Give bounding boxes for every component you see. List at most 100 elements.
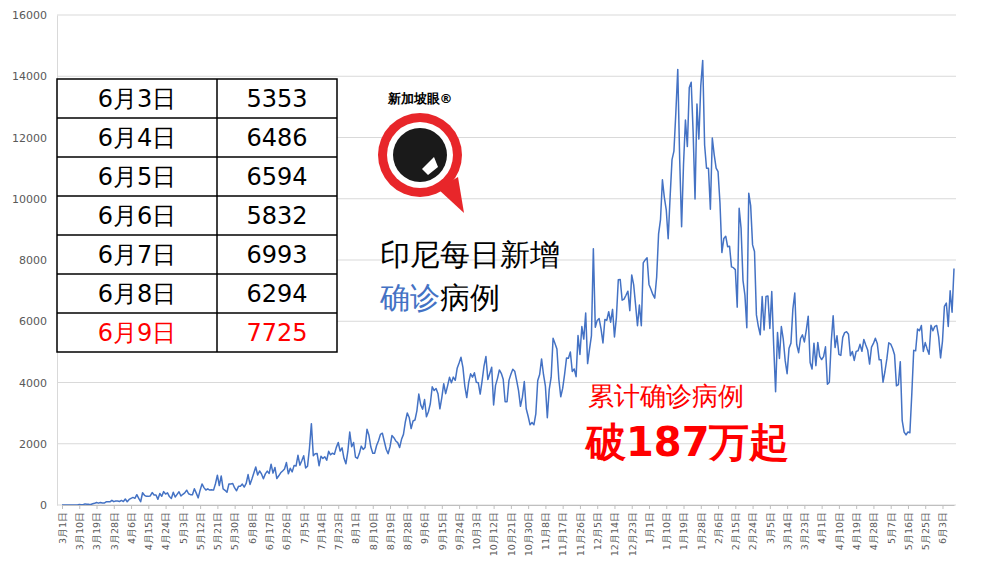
x-tick-label: 4月10日 [834, 512, 845, 550]
table-value: 6486 [246, 124, 307, 152]
x-tick: 7月14日 [316, 505, 327, 550]
x-tick: 5月25日 [920, 505, 931, 550]
x-tick-mark [338, 505, 339, 509]
table-value: 6993 [246, 241, 307, 269]
x-tick-mark [407, 505, 408, 509]
x-tick-label: 9月15日 [437, 512, 448, 550]
x-tick-label: 4月15日 [143, 512, 154, 550]
x-tick-mark [166, 505, 167, 509]
logo: 新加坡眼® [378, 91, 464, 213]
x-tick-mark [925, 505, 926, 509]
x-tick-label: 4月24日 [160, 512, 171, 550]
x-tick: 1月19日 [678, 505, 689, 550]
x-tick-label: 10月21日 [506, 512, 517, 556]
x-tick-label: 12月23日 [627, 512, 638, 556]
x-tick-mark [373, 505, 374, 509]
x-tick-label: 7月14日 [316, 512, 327, 550]
x-tick-label: 1月1日 [644, 512, 655, 544]
x-tick: 10月3日 [471, 505, 482, 550]
x-tick-mark [304, 505, 305, 509]
x-tick-mark [252, 505, 253, 509]
x-tick: 1月28日 [696, 505, 707, 550]
x-tick: 3月28日 [109, 505, 120, 550]
x-tick: 10月30日 [523, 505, 534, 556]
x-tick: 10月12日 [488, 505, 499, 556]
x-tick-mark [908, 505, 909, 509]
x-tick-label: 10月30日 [523, 512, 534, 556]
x-tick: 3月23日 [799, 505, 810, 550]
x-tick-mark [390, 505, 391, 509]
x-tick-mark [114, 505, 115, 509]
x-tick: 5月21日 [212, 505, 223, 550]
x-tick-mark [649, 505, 650, 509]
x-tick: 4月28日 [868, 505, 879, 550]
table-value: 6294 [246, 280, 307, 308]
x-tick: 3月14日 [782, 505, 793, 550]
x-tick: 3月10日 [74, 505, 85, 550]
x-tick: 2月6日 [713, 505, 724, 544]
x-tick-label: 6月3日 [937, 512, 948, 544]
x-tick: 7月23日 [333, 505, 344, 550]
x-tick: 12月23日 [627, 505, 638, 556]
y-tick: 14000 [12, 70, 57, 83]
x-axis: 3月1日3月10日3月19日3月28日4月6日4月15日4月24日5月3日5月1… [57, 505, 955, 556]
table-date: 6月3日 [98, 85, 177, 113]
table-divider [57, 312, 337, 314]
x-tick-label: 2月6日 [713, 512, 724, 544]
title-segment: 印尼每日新增 [380, 237, 560, 272]
x-tick: 5月3日 [178, 505, 189, 544]
x-tick: 1月1日 [644, 505, 655, 544]
x-tick-mark [148, 505, 149, 509]
x-tick-mark [563, 505, 564, 509]
x-tick-mark [200, 505, 201, 509]
x-tick-mark [804, 505, 805, 509]
x-tick: 11月17日 [557, 505, 568, 556]
x-tick-mark [476, 505, 477, 509]
x-tick-mark [442, 505, 443, 509]
x-tick-label: 6月26日 [281, 512, 292, 550]
x-tick-mark [735, 505, 736, 509]
table-date: 6月5日 [98, 163, 177, 191]
y-tick: 4000 [19, 377, 57, 390]
x-tick-mark [701, 505, 702, 509]
x-tick-label: 5月12日 [195, 512, 206, 550]
x-tick-label: 9月6日 [419, 512, 430, 544]
x-tick-label: 12月5日 [592, 512, 603, 550]
y-tick: 0 [40, 499, 57, 512]
x-tick-mark [528, 505, 529, 509]
x-tick-label: 4月19日 [851, 512, 862, 550]
logo-inner [387, 122, 453, 188]
table-date: 6月8日 [98, 280, 177, 308]
x-tick-mark [614, 505, 615, 509]
x-tick: 6月17日 [264, 505, 275, 550]
x-tick: 8月1日 [350, 505, 361, 544]
x-tick-mark [942, 505, 943, 509]
x-tick: 5月7日 [886, 505, 897, 544]
logo-highlight [422, 157, 438, 175]
table-date: 6月9日 [98, 319, 177, 347]
x-tick-label: 3月14日 [782, 512, 793, 550]
x-tick: 12月14日 [609, 505, 620, 556]
table-frame [57, 79, 337, 352]
logo-text: 新加坡眼® [387, 91, 453, 106]
x-tick-mark [355, 505, 356, 509]
table-date: 6月7日 [98, 241, 177, 269]
chart-canvas: 02000400060008000100001200014000160003月1… [0, 0, 987, 586]
x-tick: 9月24日 [454, 505, 465, 550]
title-segment: 确诊 [379, 280, 440, 315]
x-tick-mark [511, 505, 512, 509]
x-tick-label: 8月19日 [385, 512, 396, 550]
table-date: 6月6日 [98, 202, 177, 230]
x-tick: 7月5日 [299, 505, 310, 544]
x-tick: 6月8日 [247, 505, 258, 544]
table-value: 5353 [246, 85, 307, 113]
x-tick-label: 5月25日 [920, 512, 931, 550]
table-divider [216, 79, 218, 352]
x-tick: 12月5日 [592, 505, 603, 550]
table-divider [57, 117, 337, 119]
x-tick: 6月3日 [937, 505, 948, 544]
x-tick: 4月19日 [851, 505, 862, 550]
x-tick-label: 7月5日 [299, 512, 310, 544]
x-tick-label: 3月19日 [91, 512, 102, 550]
x-tick: 9月15日 [437, 505, 448, 550]
